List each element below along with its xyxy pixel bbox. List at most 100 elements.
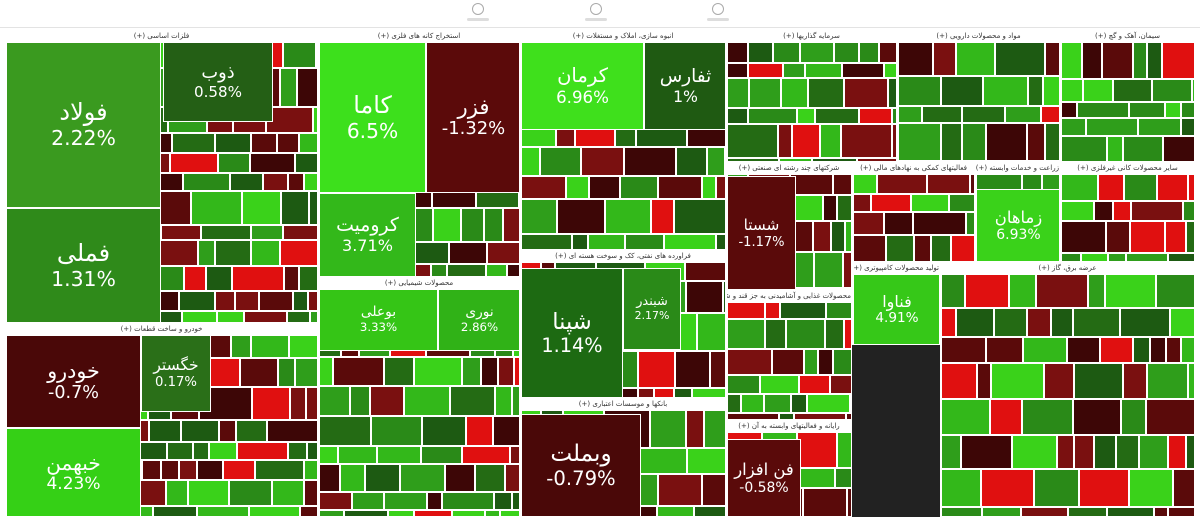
stock-cell[interactable] (581, 147, 624, 176)
stock-cell[interactable] (1061, 201, 1094, 221)
stock-cell[interactable] (914, 235, 931, 261)
stock-cell[interactable] (853, 212, 884, 235)
stock-cell[interactable] (727, 78, 749, 108)
stock-cell[interactable] (727, 375, 760, 394)
stock-cell[interactable] (941, 507, 982, 516)
stock-cell[interactable] (779, 413, 794, 419)
stock-cell[interactable] (982, 507, 1021, 516)
stock-cell[interactable] (1181, 118, 1194, 136)
stock-cell[interactable] (716, 176, 725, 199)
stock-cell[interactable] (572, 234, 588, 249)
stock-cell[interactable] (1131, 201, 1183, 221)
stock-cell[interactable] (727, 158, 779, 161)
stock-cell[interactable] (215, 291, 235, 311)
stock-cell[interactable] (206, 266, 232, 291)
stock-cell[interactable] (486, 264, 507, 276)
stock-tile[interactable]: کرمان 6.96% (521, 42, 644, 130)
stock-cell[interactable] (994, 308, 1027, 337)
stock-cell[interactable] (475, 464, 505, 492)
stock-cell[interactable] (288, 442, 307, 460)
stock-cell[interactable] (1021, 507, 1068, 516)
stock-cell[interactable] (1067, 337, 1100, 363)
stock-cell[interactable] (1156, 274, 1194, 308)
stock-cell[interactable] (727, 413, 779, 419)
stock-cell[interactable] (319, 386, 350, 416)
stock-cell[interactable] (344, 510, 388, 516)
stock-cell[interactable] (1183, 201, 1194, 221)
stock-cell[interactable] (805, 63, 842, 78)
stock-cell[interactable] (941, 308, 956, 337)
stock-cell[interactable] (1150, 337, 1166, 363)
stock-cell[interactable] (181, 420, 219, 442)
stock-cell[interactable] (333, 357, 384, 386)
stock-cell[interactable] (319, 492, 352, 510)
stock-cell[interactable] (442, 492, 494, 510)
stock-cell[interactable] (277, 133, 299, 153)
stock-cell[interactable] (1168, 253, 1194, 261)
stock-cell[interactable] (830, 375, 851, 394)
stock-cell[interactable] (983, 76, 1028, 106)
stock-cell[interactable] (1147, 363, 1188, 399)
sector-title[interactable]: تولید محصولات کامپیوتری (+) (853, 263, 939, 274)
stock-cell[interactable] (1012, 435, 1057, 469)
stock-cell[interactable] (193, 442, 209, 460)
stock-tile[interactable]: زماهان 6.93% (976, 189, 1059, 261)
stock-cell[interactable] (304, 173, 317, 191)
stock-cell[interactable] (792, 124, 820, 158)
sector-title[interactable]: سایر محصولات کانی غیرفلزی (+) (1061, 163, 1194, 174)
stock-cell[interactable] (686, 281, 723, 313)
stock-cell[interactable] (966, 212, 974, 235)
stock-cell[interactable] (229, 480, 272, 506)
stock-cell[interactable] (1133, 337, 1150, 363)
stock-cell[interactable] (1034, 469, 1079, 507)
stock-cell[interactable] (1154, 507, 1168, 516)
stock-cell[interactable] (237, 442, 288, 460)
stock-cell[interactable] (970, 174, 974, 194)
stock-cell[interactable] (835, 468, 851, 488)
stock-cell[interactable] (414, 357, 462, 386)
stock-cell[interactable] (240, 358, 278, 387)
stock-cell[interactable] (201, 225, 251, 240)
stock-cell[interactable] (1073, 308, 1120, 337)
stock-cell[interactable] (1106, 221, 1130, 253)
stock-cell[interactable] (1044, 363, 1074, 399)
stock-cell[interactable] (922, 106, 962, 123)
sector-title[interactable]: رایانه و فعالیتهای وابسته به آن (+) (727, 421, 851, 432)
stock-cell[interactable] (484, 208, 503, 242)
stock-cell[interactable] (377, 446, 421, 464)
stock-cell[interactable] (166, 480, 188, 506)
stock-cell[interactable] (1152, 79, 1192, 102)
sector-title[interactable]: سرمایه گذاریها (+) (727, 31, 896, 42)
stock-cell[interactable] (749, 78, 781, 108)
stock-cell[interactable] (1079, 469, 1129, 507)
stock-cell[interactable] (833, 349, 851, 375)
stock-cell[interactable] (961, 435, 1012, 469)
stock-cell[interactable] (182, 311, 217, 322)
stock-cell[interactable] (780, 302, 826, 319)
stock-cell[interactable] (913, 212, 966, 235)
stock-cell[interactable] (833, 174, 851, 195)
stock-cell[interactable] (1186, 435, 1194, 469)
sector-title[interactable]: محصولات شیمیایی (+) (319, 278, 519, 289)
stock-cell[interactable] (853, 194, 871, 212)
stock-cell[interactable] (283, 42, 316, 68)
stock-cell[interactable] (816, 288, 832, 289)
stock-cell[interactable] (1061, 79, 1083, 102)
stock-cell[interactable] (704, 410, 725, 448)
stock-cell[interactable] (493, 416, 519, 446)
stock-cell[interactable] (841, 124, 892, 158)
stock-cell[interactable] (197, 506, 249, 516)
stock-cell[interactable] (638, 448, 687, 474)
stock-cell[interactable] (1088, 274, 1105, 308)
stock-cell[interactable] (741, 394, 764, 413)
stock-cell[interactable] (859, 108, 892, 124)
stock-cell[interactable] (218, 153, 250, 173)
stock-cell[interactable] (263, 173, 288, 191)
stock-cell[interactable] (654, 388, 674, 397)
stock-tile[interactable]: خودرو -0.7% (6, 335, 141, 428)
stock-cell[interactable] (859, 42, 879, 63)
stock-cell[interactable] (284, 266, 299, 291)
stock-cell[interactable] (962, 106, 1005, 123)
stock-cell[interactable] (941, 123, 962, 161)
stock-cell[interactable] (307, 442, 317, 460)
